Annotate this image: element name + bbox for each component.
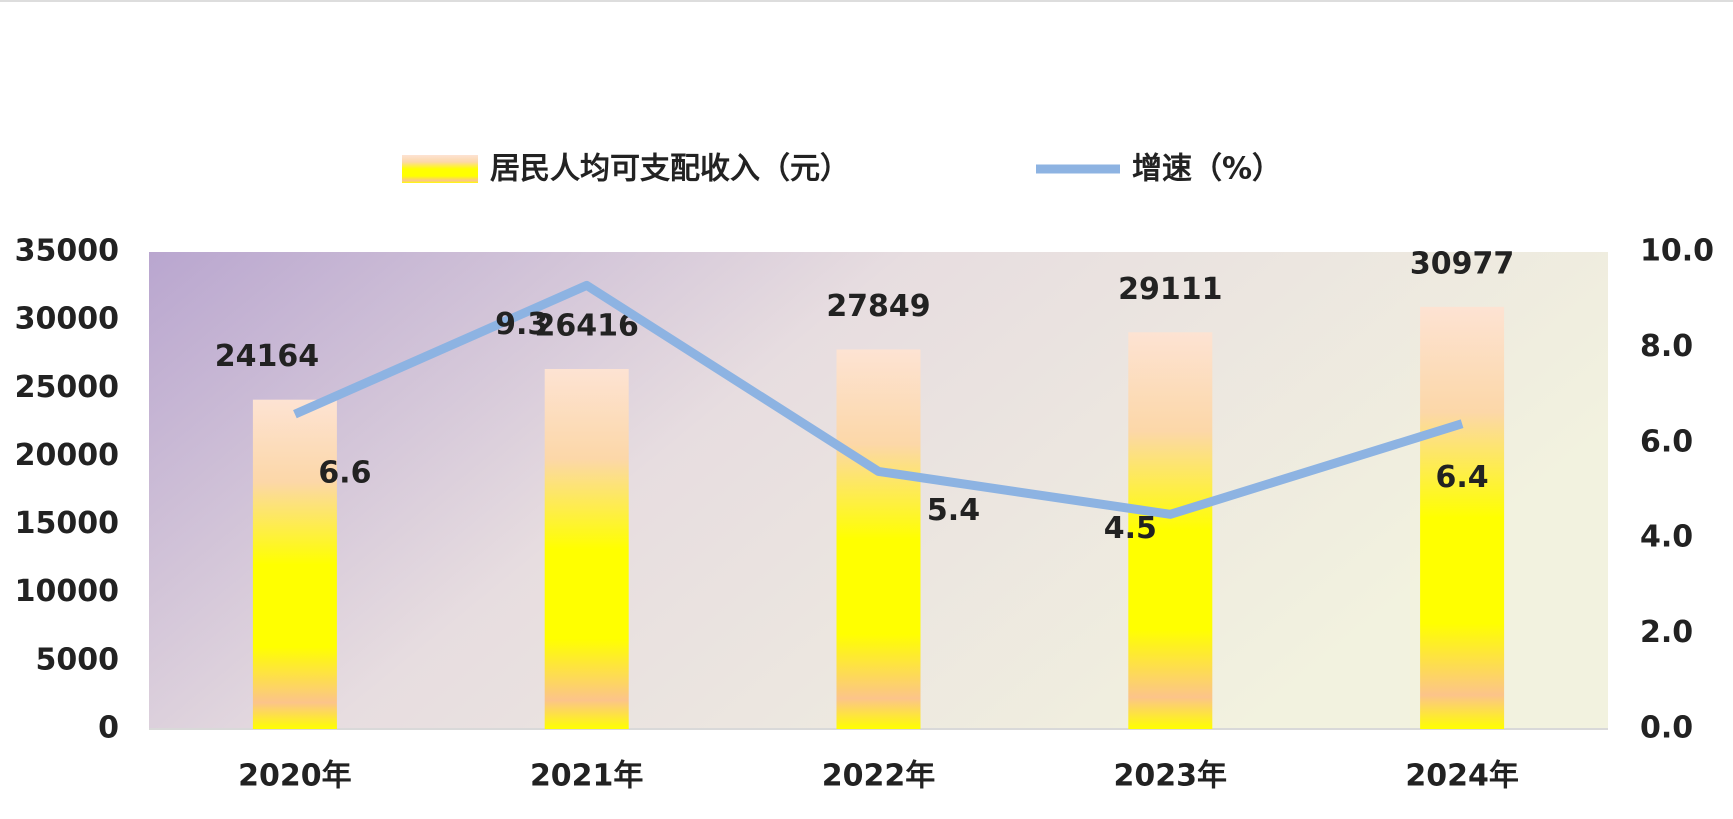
bar	[1420, 306, 1505, 729]
bar-value-label: 24164	[215, 339, 319, 374]
legend-bar-swatch	[402, 155, 478, 183]
y2-tick-label: 6.0	[1640, 424, 1693, 459]
line-value-label: 6.4	[1436, 460, 1489, 495]
bar-value-label: 29111	[1118, 272, 1222, 307]
x-tick-label: 2021年	[530, 759, 644, 794]
bar-value-label: 27849	[826, 289, 930, 324]
y-tick-label: 30000	[15, 302, 119, 337]
y-tick-label: 20000	[15, 438, 119, 473]
x-tick-label: 2023年	[1114, 759, 1228, 794]
y-tick-label: 0	[98, 711, 119, 746]
y-tick-label: 25000	[15, 370, 119, 405]
legend-label: 增速（%）	[1132, 152, 1282, 187]
y-tick-label: 15000	[15, 506, 119, 541]
line-value-label: 4.5	[1104, 511, 1157, 546]
line-value-label: 5.4	[927, 493, 980, 528]
bar-value-label: 26416	[535, 308, 639, 343]
bar	[1128, 332, 1213, 729]
line-value-label: 6.6	[318, 456, 371, 491]
y2-tick-label: 2.0	[1640, 615, 1693, 650]
y2-tick-label: 4.0	[1640, 520, 1693, 555]
y2-tick-label: 0.0	[1640, 711, 1693, 746]
bar	[544, 368, 629, 729]
bar-value-label: 30977	[1410, 246, 1514, 281]
y2-tick-label: 8.0	[1640, 329, 1693, 364]
y-tick-label: 5000	[36, 642, 120, 677]
x-tick-label: 2020年	[238, 759, 352, 794]
x-tick-label: 2024年	[1405, 759, 1519, 794]
line-value-label: 9.3	[495, 307, 548, 342]
y-tick-label: 35000	[15, 234, 119, 269]
legend-label: 居民人均可支配收入（元）	[490, 152, 850, 187]
bar	[836, 349, 921, 729]
x-tick-label: 2022年	[822, 759, 936, 794]
y2-tick-label: 10.0	[1640, 234, 1714, 269]
bar	[252, 399, 337, 729]
growth-line	[293, 280, 1464, 519]
y-tick-label: 10000	[15, 574, 119, 609]
